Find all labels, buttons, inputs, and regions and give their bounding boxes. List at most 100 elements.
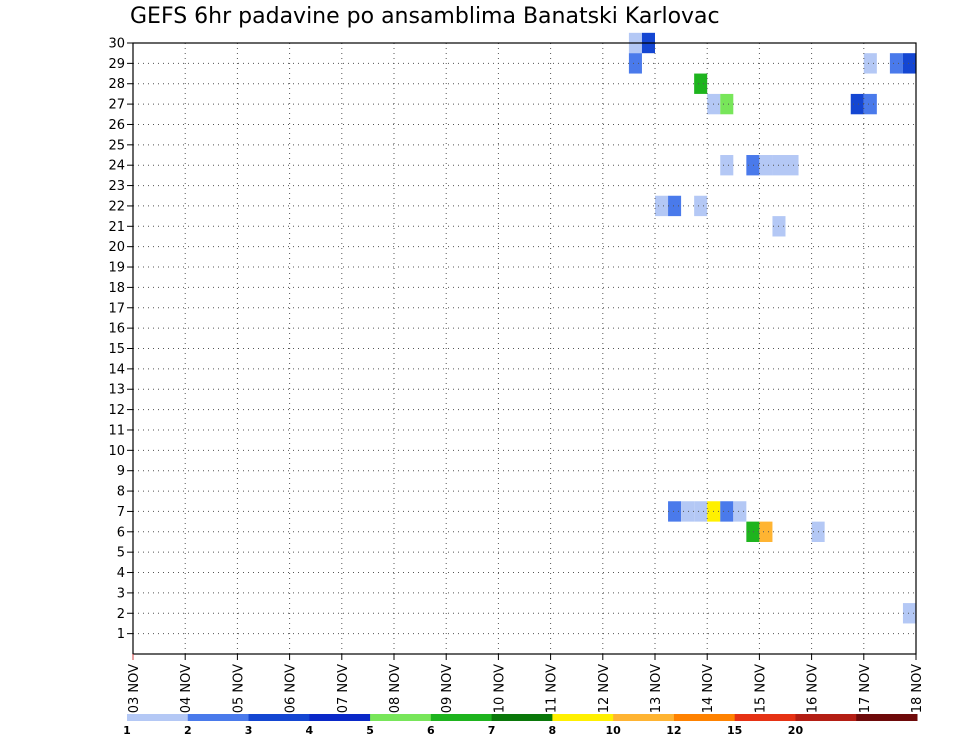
legend-label: 20 [788,724,804,737]
heatmap-cell [863,93,877,115]
y-tick-label: 15 [108,342,125,357]
y-tick-label: 9 [117,464,125,479]
heatmap-cell [720,155,734,176]
legend-label: 10 [605,724,621,737]
heatmap-cell [720,501,734,522]
x-tick-label: 15 NOV [753,664,768,713]
heatmap-cells [628,32,916,624]
y-tick-label: 17 [108,301,125,316]
legend-label: 15 [727,724,742,737]
x-tick-label: 17 NOV [858,664,873,713]
chart-title: GEFS 6hr padavine po ansamblima Banatski… [130,4,720,29]
y-tick-label: 25 [108,138,125,153]
y-tick-label: 4 [117,566,125,581]
heatmap-cell [694,501,708,522]
heatmap-cell [746,521,760,542]
x-tick-label: 05 NOV [231,664,246,713]
x-tick-label: 14 NOV [701,664,716,713]
heatmap-cell [850,93,864,115]
legend-swatch [309,714,371,721]
y-tick-label: 2 [117,607,125,622]
heatmap-cell [746,155,760,176]
y-tick-label: 18 [108,281,125,296]
legend-swatch [795,714,857,721]
heatmap-cell [694,195,708,217]
x-tick-label: 13 NOV [649,664,664,713]
x-tick-label: 07 NOV [336,664,351,713]
x-tick-label: 03 NOV [127,664,142,713]
heatmap-cell [889,53,903,74]
y-tick-label: 6 [117,525,125,540]
x-tick-label: 16 NOV [806,664,821,713]
y-tick-label: 1 [117,627,125,642]
legend-swatch [370,714,432,721]
legend-swatch [613,714,675,721]
legend-label: 6 [427,724,435,737]
heatmap-cell [863,53,877,74]
heatmap-cell [785,155,799,176]
heatmap-cell [694,73,708,94]
y-tick-label: 22 [108,199,125,214]
y-tick-label: 3 [117,586,125,601]
y-tick-label: 11 [108,423,125,438]
legend-label: 2 [184,724,192,737]
axes: 1234567891011121314151617181920212223242… [108,37,925,714]
heatmap-cell [759,155,773,176]
y-tick-label: 24 [108,159,125,174]
x-tick-label: 11 NOV [545,664,560,713]
y-tick-label: 20 [108,240,125,255]
y-tick-label: 14 [108,362,125,377]
legend-swatch [552,714,614,721]
x-tick-label: 12 NOV [597,664,612,713]
legend-swatch [673,714,736,721]
y-tick-label: 23 [108,179,125,194]
y-tick-label: 26 [108,118,125,133]
y-tick-label: 13 [108,383,125,398]
heatmap-cell [655,195,669,217]
legend-label: 7 [488,724,496,737]
legend-label: 1 [123,724,131,737]
legend-swatch [856,714,918,721]
y-tick-label: 10 [108,444,125,459]
legend-swatch [430,714,493,721]
y-tick-label: 21 [108,220,125,235]
y-tick-label: 5 [117,546,125,561]
legend-swatch [248,714,310,721]
legend-swatch [491,714,553,721]
heatmap-cell [628,53,642,74]
legend-swatch [734,714,796,721]
x-tick-label: 06 NOV [284,664,299,713]
heatmap-cell [668,195,682,217]
legend-label: 4 [305,724,313,737]
y-tick-label: 12 [108,403,125,418]
gridlines [132,42,917,654]
y-tick-label: 28 [108,77,125,92]
legend-swatch [187,714,250,721]
x-tick-label: 18 NOV [910,664,925,713]
x-tick-label: 04 NOV [179,664,194,713]
y-tick-label: 19 [108,261,125,276]
y-tick-label: 16 [108,322,125,337]
y-tick-label: 8 [117,485,125,500]
heatmap-cell [902,53,916,74]
legend-label: 8 [549,724,557,737]
legend-swatch [127,714,189,721]
x-tick-label: 08 NOV [388,664,403,713]
heatmap-cell [668,501,682,522]
x-tick-label: 09 NOV [440,664,455,713]
legend-label: 5 [366,724,374,737]
y-tick-label: 27 [108,98,125,113]
x-tick-label: 10 NOV [492,664,507,713]
y-tick-label: 7 [117,505,125,520]
heatmap-cell [902,603,916,624]
heatmap-cell [759,521,773,542]
y-tick-label: 29 [108,57,125,72]
legend-label: 3 [245,724,253,737]
heatmap-cell [681,501,695,522]
legend-label: 12 [666,724,681,737]
color-legend: 1 2 3 4 5 6 7 8 10 12 15 20 [123,714,918,737]
heatmap-cell [733,501,747,522]
y-tick-label: 30 [108,37,125,52]
heatmap-cell [720,93,734,115]
